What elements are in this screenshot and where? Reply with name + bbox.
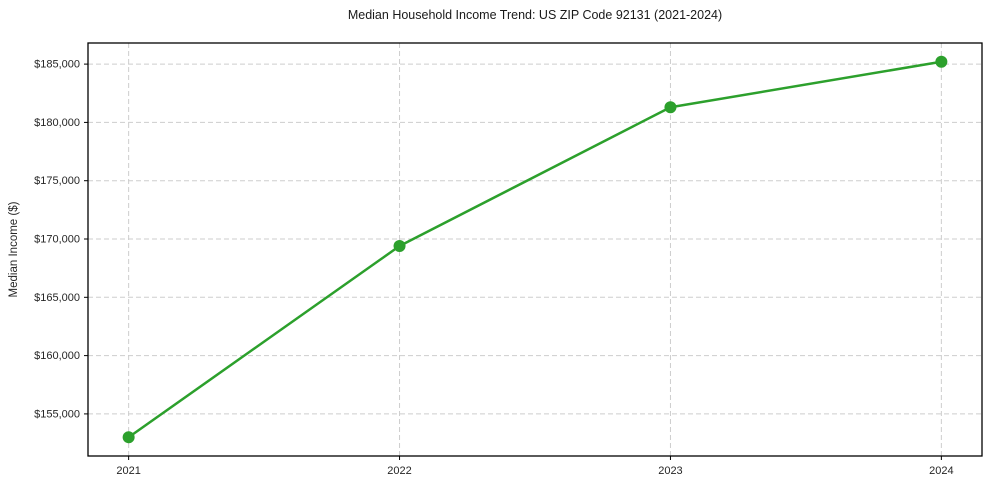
y-axis-label: Median Income ($) <box>8 201 20 297</box>
y-tick-label: $185,000 <box>34 59 80 71</box>
y-tick-label: $155,000 <box>34 408 80 420</box>
x-tick-label: 2021 <box>116 465 140 477</box>
y-tick-label: $165,000 <box>34 292 80 304</box>
data-point-marker <box>393 240 406 253</box>
data-point-marker <box>935 55 948 68</box>
x-tick-label: 2024 <box>929 465 953 477</box>
data-point-marker <box>664 101 677 114</box>
plot-area <box>88 43 982 456</box>
y-tick-label: $175,000 <box>34 175 80 187</box>
plot-border <box>87 42 983 457</box>
y-tick-label: $160,000 <box>34 350 80 362</box>
y-tick-label: $180,000 <box>34 117 80 129</box>
trend-line <box>127 60 943 439</box>
x-tick-label: 2023 <box>658 465 682 477</box>
y-tick-label: $170,000 <box>34 234 80 246</box>
data-point-marker <box>122 431 135 444</box>
x-tick-label: 2022 <box>387 465 411 477</box>
chart-title: Median Household Income Trend: US ZIP Co… <box>347 8 723 22</box>
